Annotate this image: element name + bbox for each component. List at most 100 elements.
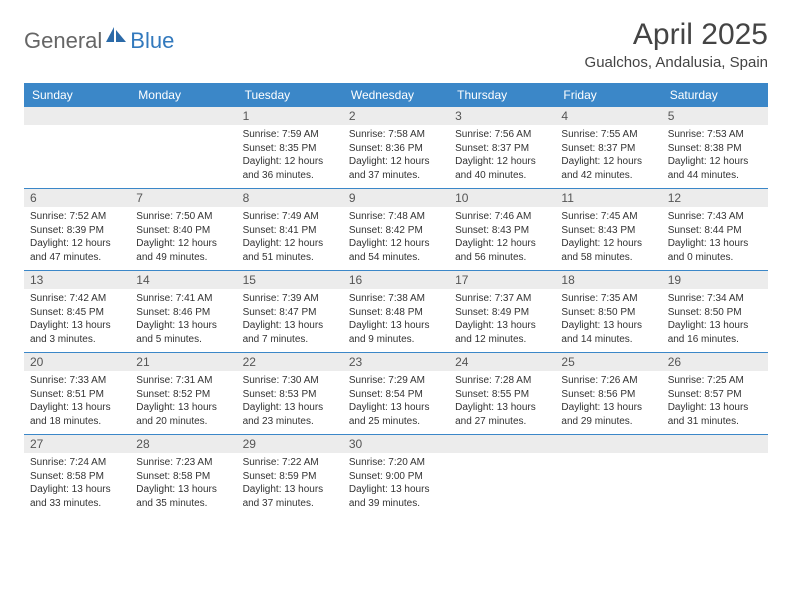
day-number: 12 bbox=[662, 189, 768, 208]
day-cell: Sunrise: 7:59 AMSunset: 8:35 PMDaylight:… bbox=[237, 125, 343, 189]
day-detail: Sunrise: 7:38 AMSunset: 8:48 PMDaylight:… bbox=[349, 292, 443, 346]
day-cell bbox=[555, 453, 661, 516]
day-number bbox=[130, 107, 236, 125]
week-detail-row: Sunrise: 7:52 AMSunset: 8:39 PMDaylight:… bbox=[24, 207, 768, 271]
day-number bbox=[449, 435, 555, 454]
day-cell: Sunrise: 7:52 AMSunset: 8:39 PMDaylight:… bbox=[24, 207, 130, 271]
day-detail: Sunrise: 7:50 AMSunset: 8:40 PMDaylight:… bbox=[136, 210, 230, 264]
day-detail: Sunrise: 7:53 AMSunset: 8:38 PMDaylight:… bbox=[668, 128, 762, 182]
day-number: 4 bbox=[555, 107, 661, 125]
day-cell bbox=[662, 453, 768, 516]
day-detail: Sunrise: 7:24 AMSunset: 8:58 PMDaylight:… bbox=[30, 456, 124, 510]
day-cell: Sunrise: 7:23 AMSunset: 8:58 PMDaylight:… bbox=[130, 453, 236, 516]
day-detail: Sunrise: 7:45 AMSunset: 8:43 PMDaylight:… bbox=[561, 210, 655, 264]
day-cell: Sunrise: 7:30 AMSunset: 8:53 PMDaylight:… bbox=[237, 371, 343, 435]
day-number: 18 bbox=[555, 271, 661, 290]
day-detail: Sunrise: 7:55 AMSunset: 8:37 PMDaylight:… bbox=[561, 128, 655, 182]
week-number-row: 20212223242526 bbox=[24, 353, 768, 372]
day-number: 20 bbox=[24, 353, 130, 372]
day-number: 26 bbox=[662, 353, 768, 372]
day-number: 10 bbox=[449, 189, 555, 208]
day-number: 17 bbox=[449, 271, 555, 290]
day-cell: Sunrise: 7:34 AMSunset: 8:50 PMDaylight:… bbox=[662, 289, 768, 353]
day-number: 22 bbox=[237, 353, 343, 372]
day-number: 29 bbox=[237, 435, 343, 454]
day-number: 27 bbox=[24, 435, 130, 454]
day-detail: Sunrise: 7:52 AMSunset: 8:39 PMDaylight:… bbox=[30, 210, 124, 264]
brand-logo: General Blue bbox=[24, 26, 174, 55]
day-number: 15 bbox=[237, 271, 343, 290]
day-number: 28 bbox=[130, 435, 236, 454]
day-header: Sunday bbox=[24, 83, 130, 107]
day-cell: Sunrise: 7:41 AMSunset: 8:46 PMDaylight:… bbox=[130, 289, 236, 353]
day-header: Saturday bbox=[662, 83, 768, 107]
week-number-row: 6789101112 bbox=[24, 189, 768, 208]
day-detail: Sunrise: 7:34 AMSunset: 8:50 PMDaylight:… bbox=[668, 292, 762, 346]
day-cell: Sunrise: 7:31 AMSunset: 8:52 PMDaylight:… bbox=[130, 371, 236, 435]
day-cell: Sunrise: 7:46 AMSunset: 8:43 PMDaylight:… bbox=[449, 207, 555, 271]
day-cell: Sunrise: 7:50 AMSunset: 8:40 PMDaylight:… bbox=[130, 207, 236, 271]
day-cell: Sunrise: 7:55 AMSunset: 8:37 PMDaylight:… bbox=[555, 125, 661, 189]
day-detail: Sunrise: 7:20 AMSunset: 9:00 PMDaylight:… bbox=[349, 456, 443, 510]
day-header-row: SundayMondayTuesdayWednesdayThursdayFrid… bbox=[24, 83, 768, 107]
week-detail-row: Sunrise: 7:33 AMSunset: 8:51 PMDaylight:… bbox=[24, 371, 768, 435]
day-detail: Sunrise: 7:26 AMSunset: 8:56 PMDaylight:… bbox=[561, 374, 655, 428]
day-detail: Sunrise: 7:28 AMSunset: 8:55 PMDaylight:… bbox=[455, 374, 549, 428]
day-cell: Sunrise: 7:37 AMSunset: 8:49 PMDaylight:… bbox=[449, 289, 555, 353]
week-number-row: 27282930 bbox=[24, 435, 768, 454]
day-cell: Sunrise: 7:49 AMSunset: 8:41 PMDaylight:… bbox=[237, 207, 343, 271]
day-detail: Sunrise: 7:35 AMSunset: 8:50 PMDaylight:… bbox=[561, 292, 655, 346]
sail-icon bbox=[105, 26, 127, 49]
day-cell bbox=[24, 125, 130, 189]
day-cell: Sunrise: 7:25 AMSunset: 8:57 PMDaylight:… bbox=[662, 371, 768, 435]
day-header: Wednesday bbox=[343, 83, 449, 107]
day-number bbox=[24, 107, 130, 125]
day-detail: Sunrise: 7:43 AMSunset: 8:44 PMDaylight:… bbox=[668, 210, 762, 264]
day-detail: Sunrise: 7:59 AMSunset: 8:35 PMDaylight:… bbox=[243, 128, 337, 182]
calendar-page: General Blue April 2025 Gualchos, Andalu… bbox=[0, 0, 792, 516]
day-number: 23 bbox=[343, 353, 449, 372]
day-number: 2 bbox=[343, 107, 449, 125]
week-number-row: 13141516171819 bbox=[24, 271, 768, 290]
day-detail: Sunrise: 7:33 AMSunset: 8:51 PMDaylight:… bbox=[30, 374, 124, 428]
day-cell: Sunrise: 7:29 AMSunset: 8:54 PMDaylight:… bbox=[343, 371, 449, 435]
header: General Blue April 2025 Gualchos, Andalu… bbox=[24, 18, 768, 71]
day-cell: Sunrise: 7:42 AMSunset: 8:45 PMDaylight:… bbox=[24, 289, 130, 353]
day-number bbox=[555, 435, 661, 454]
day-number: 8 bbox=[237, 189, 343, 208]
week-detail-row: Sunrise: 7:24 AMSunset: 8:58 PMDaylight:… bbox=[24, 453, 768, 516]
day-detail: Sunrise: 7:48 AMSunset: 8:42 PMDaylight:… bbox=[349, 210, 443, 264]
brand-part2: Blue bbox=[130, 28, 174, 54]
day-number: 24 bbox=[449, 353, 555, 372]
day-detail: Sunrise: 7:23 AMSunset: 8:58 PMDaylight:… bbox=[136, 456, 230, 510]
day-number: 1 bbox=[237, 107, 343, 125]
month-title: April 2025 bbox=[585, 18, 768, 52]
day-number: 9 bbox=[343, 189, 449, 208]
day-cell: Sunrise: 7:26 AMSunset: 8:56 PMDaylight:… bbox=[555, 371, 661, 435]
day-number: 13 bbox=[24, 271, 130, 290]
day-number: 25 bbox=[555, 353, 661, 372]
day-number: 11 bbox=[555, 189, 661, 208]
day-detail: Sunrise: 7:37 AMSunset: 8:49 PMDaylight:… bbox=[455, 292, 549, 346]
day-detail: Sunrise: 7:56 AMSunset: 8:37 PMDaylight:… bbox=[455, 128, 549, 182]
day-number: 21 bbox=[130, 353, 236, 372]
week-detail-row: Sunrise: 7:42 AMSunset: 8:45 PMDaylight:… bbox=[24, 289, 768, 353]
day-cell bbox=[449, 453, 555, 516]
day-header: Friday bbox=[555, 83, 661, 107]
day-cell: Sunrise: 7:58 AMSunset: 8:36 PMDaylight:… bbox=[343, 125, 449, 189]
day-detail: Sunrise: 7:39 AMSunset: 8:47 PMDaylight:… bbox=[243, 292, 337, 346]
week-number-row: 12345 bbox=[24, 107, 768, 125]
day-cell bbox=[130, 125, 236, 189]
day-detail: Sunrise: 7:49 AMSunset: 8:41 PMDaylight:… bbox=[243, 210, 337, 264]
day-cell: Sunrise: 7:48 AMSunset: 8:42 PMDaylight:… bbox=[343, 207, 449, 271]
day-cell: Sunrise: 7:56 AMSunset: 8:37 PMDaylight:… bbox=[449, 125, 555, 189]
day-detail: Sunrise: 7:22 AMSunset: 8:59 PMDaylight:… bbox=[243, 456, 337, 510]
day-cell: Sunrise: 7:35 AMSunset: 8:50 PMDaylight:… bbox=[555, 289, 661, 353]
day-cell: Sunrise: 7:38 AMSunset: 8:48 PMDaylight:… bbox=[343, 289, 449, 353]
title-block: April 2025 Gualchos, Andalusia, Spain bbox=[585, 18, 768, 71]
day-cell: Sunrise: 7:53 AMSunset: 8:38 PMDaylight:… bbox=[662, 125, 768, 189]
day-number: 3 bbox=[449, 107, 555, 125]
day-cell: Sunrise: 7:33 AMSunset: 8:51 PMDaylight:… bbox=[24, 371, 130, 435]
brand-part1: General bbox=[24, 28, 102, 54]
day-number: 7 bbox=[130, 189, 236, 208]
